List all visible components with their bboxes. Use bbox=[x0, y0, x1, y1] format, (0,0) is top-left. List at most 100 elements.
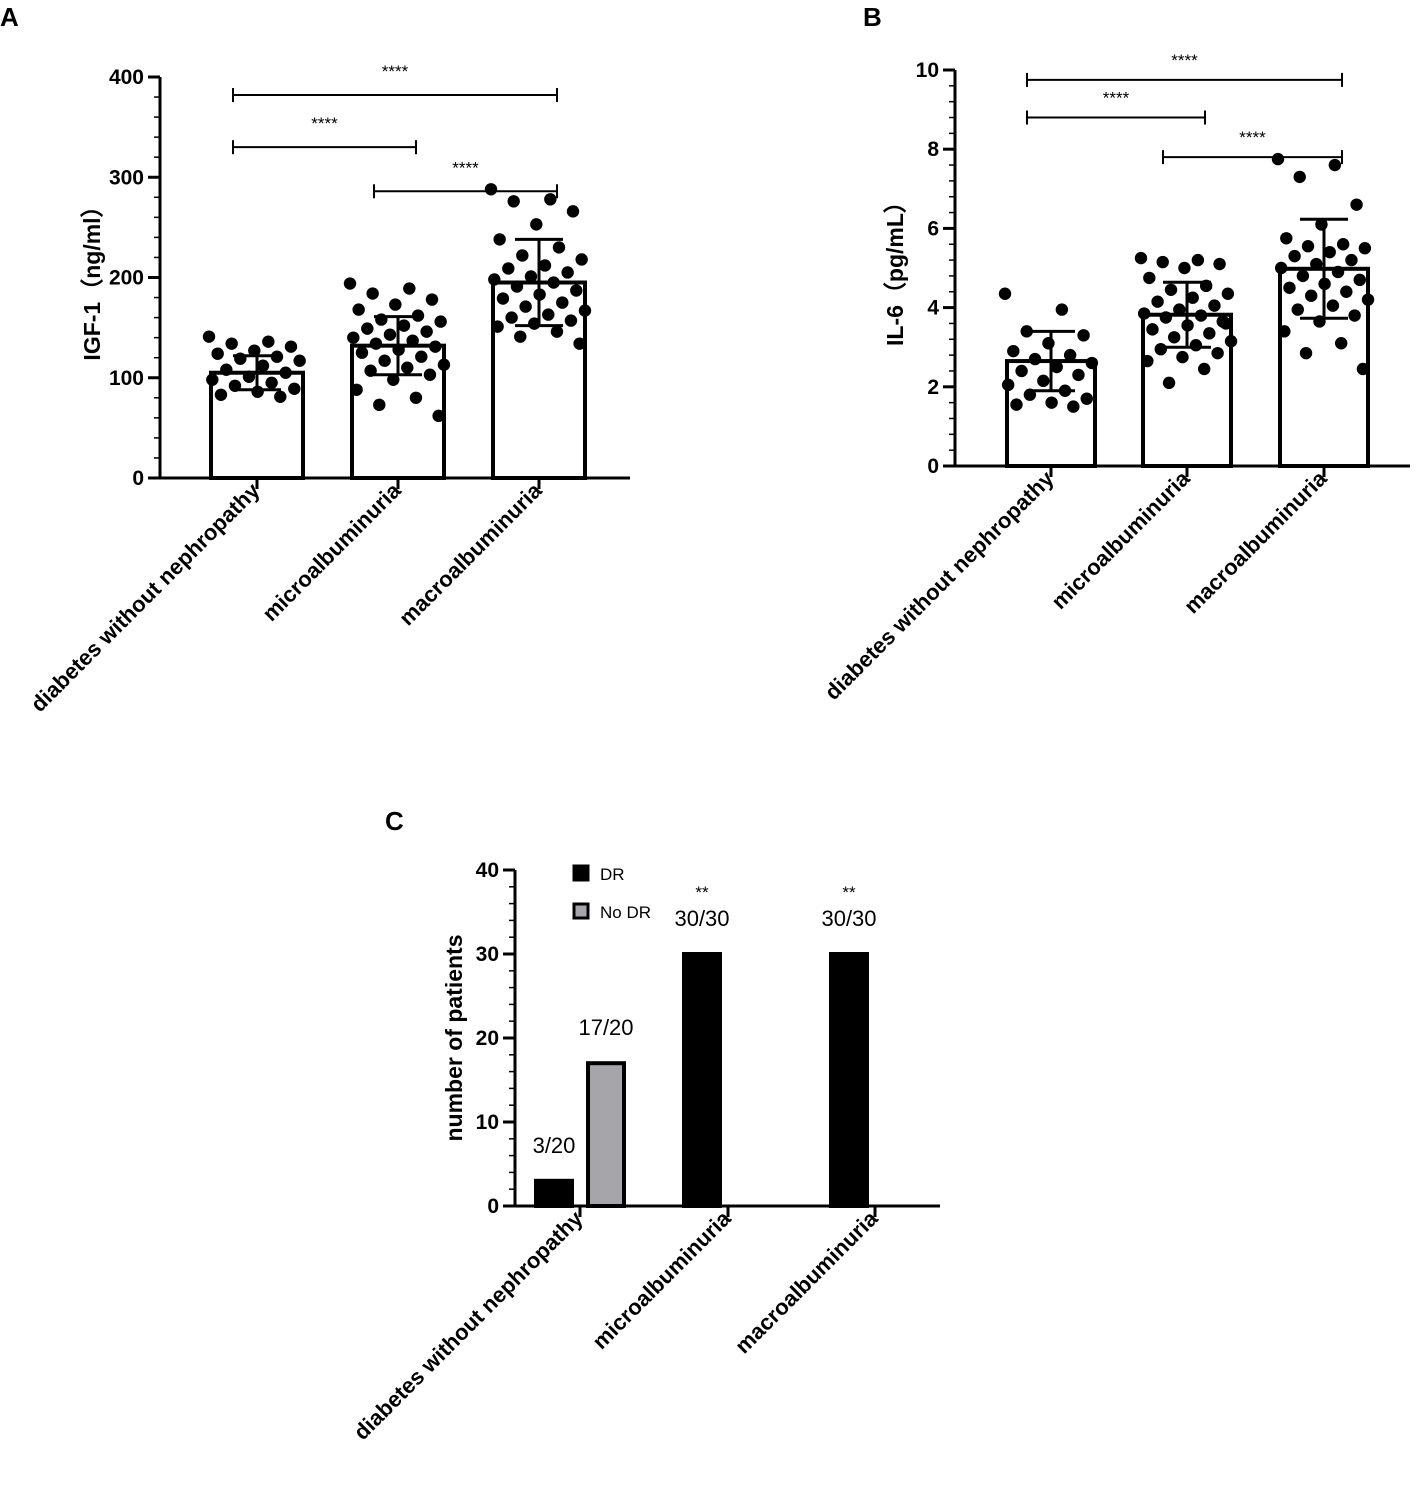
chart-a-data-point bbox=[425, 293, 439, 306]
chart-a-data-point bbox=[429, 340, 442, 353]
chart-b-data-point bbox=[1274, 261, 1288, 275]
chart-b-data-point bbox=[1271, 152, 1285, 166]
chart-a-data-point bbox=[542, 308, 555, 321]
chart-a-data-point bbox=[293, 354, 306, 367]
chart-b-category-label: microalbuminuria bbox=[1046, 465, 1195, 614]
chart-b-data-point bbox=[1356, 362, 1370, 376]
chart-c-category-label: macroalbuminuria bbox=[730, 1205, 883, 1358]
chart-b-data-point bbox=[1340, 285, 1353, 298]
chart-c-data-label: 30/30 bbox=[674, 906, 729, 931]
chart-a-data-point bbox=[361, 322, 374, 335]
chart-a-data-point bbox=[364, 364, 377, 377]
chart-a-data-point bbox=[544, 193, 557, 206]
chart-a-data-point bbox=[279, 366, 292, 379]
chart-a-data-point bbox=[570, 284, 583, 297]
chart-a-data-point bbox=[387, 373, 400, 386]
chart-a-sig-label: **** bbox=[452, 158, 479, 177]
chart-b-data-point bbox=[1336, 238, 1350, 251]
chart-b-data-point bbox=[1296, 269, 1310, 283]
chart-a-y-tick-label: 0 bbox=[132, 467, 144, 490]
chart-b-data-point bbox=[1331, 265, 1345, 279]
chart-a-data-point bbox=[488, 273, 501, 286]
chart-a-data-point bbox=[524, 270, 538, 283]
chart-a-data-point bbox=[401, 361, 414, 374]
chart-b-data-point bbox=[1143, 271, 1156, 285]
chart-a-data-point bbox=[225, 337, 238, 350]
chart-a-data-point bbox=[202, 330, 216, 343]
chart-b-data-point bbox=[1156, 255, 1169, 269]
chart-a-data-point bbox=[214, 388, 228, 401]
chart-a-data-point bbox=[389, 298, 402, 311]
chart-a-data-point bbox=[415, 350, 428, 363]
chart-a-y-tick-label: 300 bbox=[109, 166, 144, 189]
chart-a-data-point bbox=[564, 314, 578, 327]
chart-b-data-point bbox=[1224, 335, 1238, 348]
chart-c-category-label: microalbuminuria bbox=[587, 1205, 736, 1354]
chart-a-data-point bbox=[510, 280, 524, 293]
chart-b-data-point bbox=[1283, 281, 1296, 294]
chart-b-data-point bbox=[1278, 325, 1291, 338]
chart-b-data-point bbox=[1151, 295, 1164, 308]
chart-igf1: 0 100 200 300 400 diabetes without nephropath… bbox=[26, 62, 630, 717]
chart-a-data-point bbox=[397, 319, 411, 332]
chart-b-data-point bbox=[1015, 364, 1028, 378]
chart-b-data-point bbox=[1159, 311, 1173, 324]
chart-a-category-label: diabetes without nephropathy bbox=[26, 477, 265, 716]
chart-b-data-point bbox=[1328, 158, 1342, 172]
chart-b-data-point bbox=[1137, 307, 1151, 320]
chart-a-data-point bbox=[265, 376, 278, 389]
chart-b-data-point bbox=[1186, 291, 1199, 304]
chart-a-data-point bbox=[383, 328, 397, 341]
chart-a-data-point bbox=[343, 277, 357, 290]
chart-a-data-point bbox=[350, 383, 363, 396]
chart-c-legend-label: No DR bbox=[600, 903, 651, 922]
chart-a-data-point bbox=[516, 249, 529, 262]
chart-c-data-label: 3/20 bbox=[533, 1133, 576, 1158]
chart-b-y-axis-title: IL-6（pg/mL） bbox=[882, 190, 908, 346]
chart-b-category-label: diabetes without nephropathy bbox=[820, 465, 1059, 704]
chart-b-data-point bbox=[1134, 251, 1148, 265]
chart-c-y-tick-label: 10 bbox=[476, 1111, 499, 1134]
chart-b-data-point bbox=[1050, 360, 1063, 374]
chart-c-y-axis-title: number of patients bbox=[441, 934, 467, 1141]
chart-b-y-tick-label: 4 bbox=[927, 297, 939, 320]
chart-b-data-point bbox=[1167, 331, 1181, 344]
chart-c-bar-dr bbox=[682, 952, 722, 1208]
chart-a-data-point bbox=[507, 195, 520, 208]
chart-b-data-point bbox=[1361, 293, 1375, 306]
chart-b-data-point bbox=[1197, 362, 1211, 376]
chart-b-data-point bbox=[1146, 323, 1159, 336]
chart-b-data-point bbox=[1141, 354, 1154, 368]
chart-a-data-point bbox=[437, 358, 451, 371]
chart-a-data-point bbox=[550, 325, 564, 338]
chart-a-data-point bbox=[352, 303, 365, 316]
panel-letter-b: B bbox=[863, 2, 882, 32]
chart-a-y-axis-title: IGF-1（ng/ml） bbox=[79, 194, 105, 360]
chart-a-category-label: microalbuminuria bbox=[257, 477, 406, 626]
chart-b-data-point bbox=[1326, 299, 1340, 312]
chart-a-data-point bbox=[369, 337, 383, 350]
chart-il6: 0 2 4 6 8 10 diabetes without nephropathymicro… bbox=[820, 51, 1410, 705]
chart-a-data-point bbox=[274, 390, 287, 403]
chart-a-data-point bbox=[561, 266, 574, 279]
chart-b-y-tick-label: 10 bbox=[916, 59, 939, 82]
chart-c-y-tick-label: 40 bbox=[476, 859, 499, 882]
chart-b-data-point bbox=[1310, 257, 1323, 271]
chart-b-y-tick-label: 6 bbox=[927, 217, 939, 240]
chart-a-data-point bbox=[493, 233, 506, 246]
chart-c-category-label: diabetes without nephropathy bbox=[349, 1205, 588, 1444]
chart-a-data-point bbox=[538, 259, 552, 272]
chart-b-data-point bbox=[1301, 240, 1315, 253]
chart-b-data-point bbox=[1191, 253, 1205, 267]
chart-c-legend-label: DR bbox=[600, 865, 625, 884]
chart-b-data-point bbox=[1208, 299, 1221, 312]
chart-b-data-point bbox=[1334, 337, 1348, 350]
chart-b-data-point bbox=[1173, 303, 1186, 316]
chart-b-data-point bbox=[1358, 242, 1372, 255]
chart-b-sig-label: **** bbox=[1171, 51, 1198, 70]
chart-a-data-point bbox=[403, 282, 416, 295]
chart-b-data-point bbox=[1211, 346, 1224, 360]
chart-b-data-point bbox=[1072, 368, 1085, 382]
chart-c-y-tick-label: 20 bbox=[476, 1027, 499, 1050]
